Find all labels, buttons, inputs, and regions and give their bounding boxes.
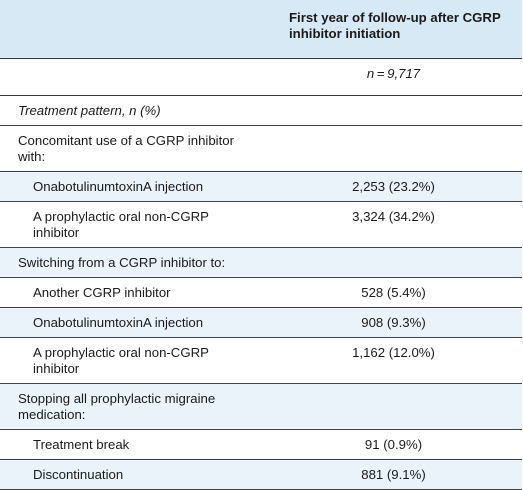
- row-value: [265, 95, 522, 126]
- table-row: A prophylactic oral non-CGRP inhibitor 1…: [0, 337, 522, 384]
- row-value: [265, 247, 522, 278]
- table-row: Treatment pattern, n (%): [0, 95, 522, 126]
- table-row: Stopping all prophylactic migraine medic…: [0, 383, 522, 430]
- row-label-oral-non-cgrp-concomitant: A prophylactic oral non-CGRP inhibitor: [0, 201, 265, 248]
- sample-size-row: n = 9,717: [0, 58, 522, 96]
- table-row: A prophylactic oral non-CGRP inhibitor 3…: [0, 201, 522, 248]
- table-row: Switching from a CGRP inhibitor to:: [0, 247, 522, 278]
- table-row: Discontinuation 881 (9.1%): [0, 459, 522, 490]
- table-row: Concomitant use of a CGRP inhibitor with…: [0, 125, 522, 172]
- row-value-oral-non-cgrp-concomitant: 3,324 (34.2%): [265, 201, 522, 248]
- row-label-another-cgrp: Another CGRP inhibitor: [0, 277, 265, 308]
- table-row: OnabotulinumtoxinA injection 2,253 (23.2…: [0, 171, 522, 202]
- row-label-onabotulinumtoxina-switch: OnabotulinumtoxinA injection: [0, 307, 265, 338]
- row-label-concomitant-use: Concomitant use of a CGRP inhibitor with…: [0, 125, 265, 172]
- table-header-row: First year of follow-up after CGRP inhib…: [0, 0, 522, 59]
- row-label-onabotulinumtoxina-concomitant: OnabotulinumtoxinA injection: [0, 171, 265, 202]
- row-label-treatment-pattern: Treatment pattern, n (%): [0, 95, 265, 126]
- row-value-onabotulinumtoxina-switch: 908 (9.3%): [265, 307, 522, 338]
- row-label-stopping: Stopping all prophylactic migraine medic…: [0, 383, 265, 430]
- table-row: Treatment break 91 (0.9%): [0, 429, 522, 460]
- row-value-treatment-break: 91 (0.9%): [265, 429, 522, 460]
- row-value: [265, 383, 522, 430]
- row-label-treatment-break: Treatment break: [0, 429, 265, 460]
- table-row: OnabotulinumtoxinA injection 908 (9.3%): [0, 307, 522, 338]
- row-value: [265, 125, 522, 172]
- row-value-another-cgrp: 528 (5.4%): [265, 277, 522, 308]
- table-row: Another CGRP inhibitor 528 (5.4%): [0, 277, 522, 308]
- sample-size-empty-cell: [0, 58, 265, 96]
- header-empty-cell: [0, 0, 265, 59]
- row-value-discontinuation: 881 (9.1%): [265, 459, 522, 490]
- row-label-discontinuation: Discontinuation: [0, 459, 265, 490]
- column-header-follow-up: First year of follow-up after CGRP inhib…: [265, 0, 522, 59]
- sample-size-value: n = 9,717: [265, 58, 522, 96]
- row-label-oral-non-cgrp-switch: A prophylactic oral non-CGRP inhibitor: [0, 337, 265, 384]
- row-label-switching: Switching from a CGRP inhibitor to:: [0, 247, 265, 278]
- row-value-onabotulinumtoxina-concomitant: 2,253 (23.2%): [265, 171, 522, 202]
- row-value-oral-non-cgrp-switch: 1,162 (12.0%): [265, 337, 522, 384]
